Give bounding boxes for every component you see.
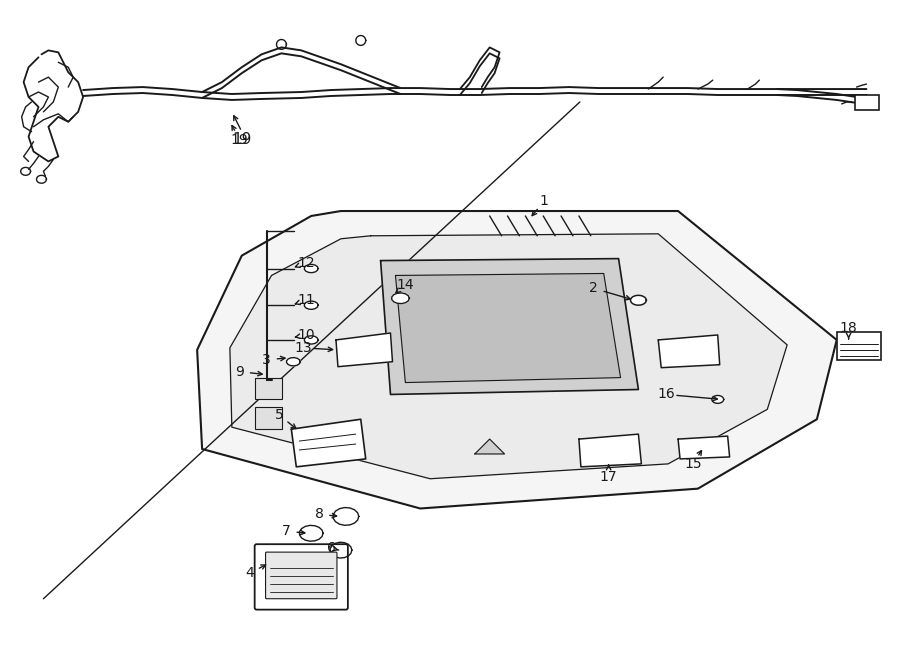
FancyBboxPatch shape — [255, 544, 348, 609]
Polygon shape — [304, 301, 318, 309]
Text: 16: 16 — [657, 387, 675, 401]
FancyBboxPatch shape — [266, 552, 337, 599]
Text: 13: 13 — [294, 341, 312, 355]
Text: 8: 8 — [315, 508, 323, 522]
Text: 18: 18 — [840, 321, 858, 335]
FancyBboxPatch shape — [855, 95, 879, 110]
Polygon shape — [475, 439, 505, 454]
Text: 19: 19 — [231, 133, 248, 147]
Polygon shape — [292, 419, 365, 467]
Polygon shape — [230, 234, 788, 479]
Text: 1: 1 — [540, 194, 549, 208]
Polygon shape — [330, 542, 352, 558]
FancyBboxPatch shape — [255, 407, 283, 429]
Polygon shape — [336, 333, 392, 367]
Polygon shape — [392, 293, 410, 303]
Polygon shape — [300, 525, 323, 541]
Text: 11: 11 — [297, 293, 315, 307]
Polygon shape — [712, 395, 724, 403]
Polygon shape — [395, 274, 621, 383]
Polygon shape — [304, 336, 318, 344]
Text: 4: 4 — [246, 566, 254, 580]
Text: 6: 6 — [327, 541, 336, 555]
Text: 19: 19 — [232, 132, 251, 147]
Text: 17: 17 — [599, 470, 617, 484]
Text: 12: 12 — [297, 256, 315, 270]
Polygon shape — [197, 211, 837, 508]
Text: 7: 7 — [282, 524, 291, 538]
Text: 14: 14 — [397, 278, 414, 292]
Polygon shape — [333, 508, 359, 525]
Polygon shape — [678, 436, 730, 459]
Polygon shape — [286, 358, 301, 366]
Polygon shape — [579, 434, 642, 467]
Polygon shape — [381, 258, 638, 395]
Polygon shape — [658, 335, 720, 368]
Polygon shape — [304, 264, 318, 272]
Text: 15: 15 — [684, 457, 702, 471]
Text: 5: 5 — [275, 408, 284, 422]
FancyBboxPatch shape — [255, 377, 283, 399]
FancyBboxPatch shape — [837, 332, 881, 360]
Text: 2: 2 — [590, 282, 598, 295]
Text: 9: 9 — [235, 365, 244, 379]
Polygon shape — [631, 295, 646, 305]
Text: 10: 10 — [297, 328, 315, 342]
Text: 3: 3 — [262, 353, 271, 367]
